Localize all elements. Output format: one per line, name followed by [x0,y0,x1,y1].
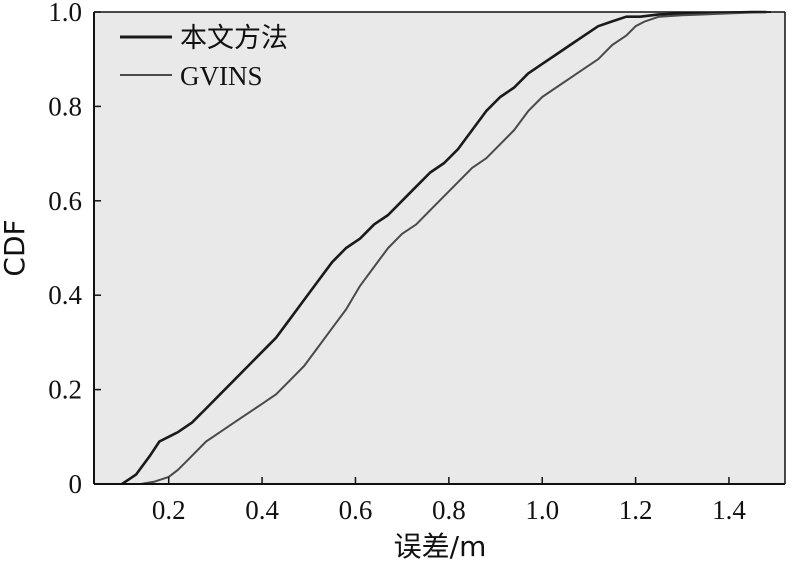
y-tick-label: 0.2 [48,375,82,405]
legend: 本文方法 GVINS [120,23,288,91]
x-tick-label: 1.2 [619,495,653,525]
y-tick-label: 0.8 [48,91,82,121]
legend-label-series-a: 本文方法 [180,23,288,54]
legend-label-series-b: GVINS [180,61,263,91]
y-tick-label: 0.4 [48,280,82,310]
series-line-b [140,11,772,485]
y-tick-label: 1.0 [48,0,82,27]
y-tick-label: 0.6 [48,186,82,216]
x-tick-label: 0.6 [339,495,373,525]
x-ticks: 0.2 0.4 0.6 0.8 1.0 1.2 1.4 [152,477,746,525]
x-tick-label: 1.4 [712,495,746,525]
x-tick-label: 1.0 [525,495,559,525]
x-tick-label: 0.4 [245,495,279,525]
x-axis-title: 误差/m [394,530,487,563]
axes [93,11,786,485]
series-lines [121,10,772,486]
y-tick-label: 0 [69,469,83,499]
y-ticks: 0 0.2 0.4 0.6 0.8 1.0 [48,0,101,499]
x-tick-label: 0.8 [432,495,466,525]
y-axis-title: CDF [0,219,31,276]
x-tick-label: 0.2 [152,495,186,525]
series-line-a [121,10,767,486]
